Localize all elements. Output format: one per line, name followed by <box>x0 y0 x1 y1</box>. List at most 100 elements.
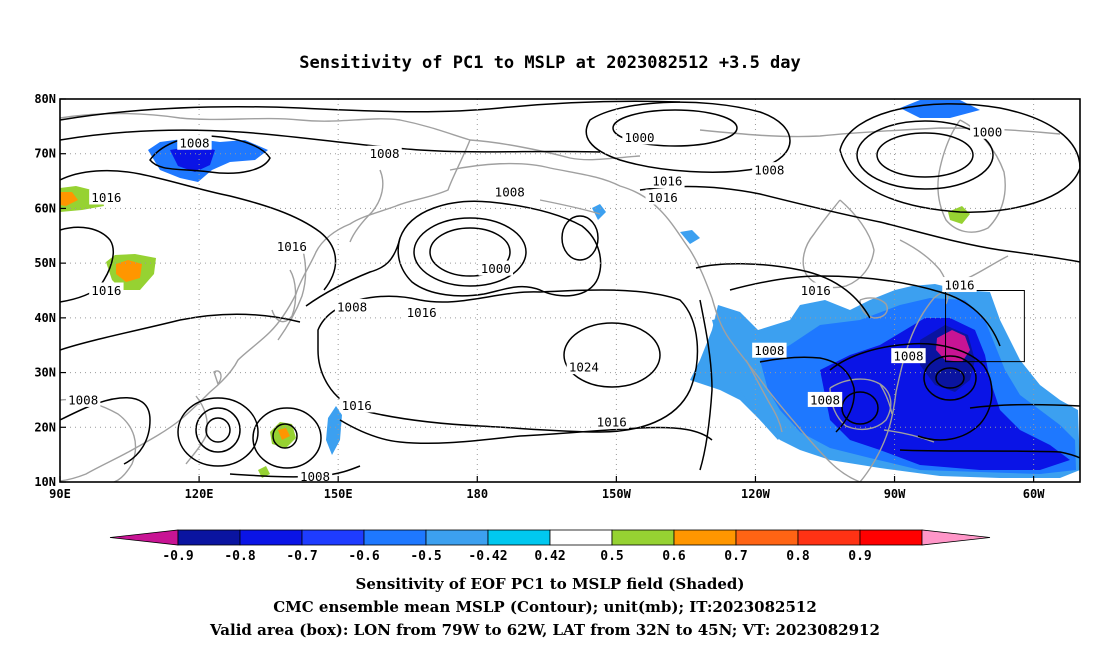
contour-label-bg <box>891 348 926 364</box>
contour-label: 1016 <box>648 190 678 205</box>
contour-label: 1016 <box>407 305 437 320</box>
colorbar-label: -0.9 <box>162 549 193 564</box>
mslp-contours <box>60 100 1080 478</box>
contour-label-bg <box>404 304 439 320</box>
coastline-arctic-asia <box>60 112 641 161</box>
longitude-tick-labels: 90E 120E 150E 180 150W 120W 90W 60W <box>49 476 1045 501</box>
colorbar-label: 0.8 <box>786 549 810 564</box>
negative-sensitivity-region-western-pacific <box>326 406 342 455</box>
lon-tick-label: 120E <box>185 487 214 501</box>
lat-tick-label: 60N <box>34 201 56 215</box>
contour-typhoon-inner <box>205 417 231 443</box>
contour-1004-greenland-low <box>856 120 994 190</box>
contour-east-coast-low-middle <box>923 355 977 401</box>
contour-label-bg <box>942 277 977 293</box>
lon-tick-label: 150E <box>324 487 353 501</box>
coastline-north-america-west <box>711 297 861 482</box>
coastline-cuba <box>883 429 935 443</box>
contour-1016-pacific-high <box>317 289 699 433</box>
contour-atlantic-lower <box>899 449 1080 459</box>
colorbar-label: 0.5 <box>600 549 623 564</box>
negative-sensitivity-core-siberia <box>170 146 215 172</box>
contour-label-bg <box>297 468 333 484</box>
coastline-florida <box>879 383 893 415</box>
contour-label-bg <box>367 145 402 161</box>
coastline-great-lakes <box>859 297 888 319</box>
colorbar-swatch <box>301 529 365 546</box>
contour-label: 1016 <box>91 190 121 205</box>
coastline-greenland <box>937 119 1006 233</box>
lat-tick-label: 80N <box>34 92 56 106</box>
contour-label-bg <box>89 282 124 298</box>
negative-sensitivity-region-arctic <box>900 100 980 118</box>
contour-1016-north-asia <box>60 169 337 291</box>
colorbar-swatch <box>177 529 241 546</box>
contour-label-bg <box>274 238 310 254</box>
contour-gulf-low <box>841 391 879 425</box>
lat-tick-label: 40N <box>34 311 56 325</box>
contour-label-bg <box>334 298 370 314</box>
lat-tick-label: 70N <box>34 147 56 161</box>
contour-label-bg <box>594 413 629 429</box>
contour-label-bg <box>65 391 101 407</box>
colorbar-label: 0.42 <box>534 549 565 564</box>
contour-1008-east-coast <box>829 342 993 441</box>
contour-1016-continent <box>695 262 871 319</box>
colorbar-swatch <box>673 529 737 546</box>
colorbar-label: -0.5 <box>410 549 441 564</box>
coastline-north-america-east <box>859 255 1009 482</box>
colorbar-swatch <box>735 529 799 546</box>
contour-label-bg <box>798 282 833 298</box>
contour-1008-gulf <box>759 356 856 433</box>
colorbar-swatch <box>239 529 303 546</box>
contour-label: 1016 <box>597 414 627 429</box>
contour-label: 1016 <box>342 398 372 413</box>
colorbar-swatch <box>487 529 551 546</box>
colorbar-label: -0.6 <box>348 549 379 564</box>
contour-label: 1008 <box>300 469 330 484</box>
coastline-korea <box>271 269 297 323</box>
positive-sensitivity-spot-philippines <box>258 466 270 478</box>
colorbar-min-extension <box>109 529 179 546</box>
contour-label-bg <box>89 189 124 205</box>
colorbar: -0.9 -0.8 -0.7 -0.6 -0.5 -0.42 0.42 0.5 0.6 0.7 0.… <box>109 529 991 564</box>
contour-label: 1016 <box>652 174 682 189</box>
coastline-taiwan <box>213 370 222 386</box>
contour-label: 1008 <box>369 146 399 161</box>
contour-label-bg <box>177 134 212 150</box>
colorbar-swatch <box>611 529 675 546</box>
lon-tick-label: 60W <box>1023 487 1045 501</box>
contour-label-bg <box>752 162 787 178</box>
contour-label: 1008 <box>68 392 98 407</box>
contour-label-bg <box>752 342 787 358</box>
contour-west-coast-line <box>699 299 713 471</box>
contour-top-arctic <box>60 100 681 121</box>
contour-closed-low-east <box>561 215 599 261</box>
contour-1008-asia-south <box>60 313 301 351</box>
caption-line-3: Valid area (box): LON from 79W to 62W, L… <box>209 621 880 639</box>
contour-label-bg <box>970 123 1005 139</box>
contour-1000-aleutian-low <box>429 227 511 277</box>
contour-label: 1008 <box>179 135 209 150</box>
negative-sensitivity-spot-bc <box>680 230 700 244</box>
contour-labels: 1008100810001008100010161016101610081016… <box>65 123 1100 484</box>
contour-label: 1008 <box>495 185 525 200</box>
colorbar-label: -0.8 <box>224 549 255 564</box>
contour-label-bg <box>650 173 685 189</box>
contour-1000-greenland-low <box>876 132 974 178</box>
contour-label-bg <box>566 359 602 375</box>
lat-tick-label: 50N <box>34 256 56 270</box>
contour-label: 1000 <box>624 130 654 145</box>
map-panel: 1008100810001008100010161016101610081016… <box>34 92 1100 501</box>
contour-typhoon-outer <box>177 397 259 467</box>
negative-sensitivity-region-strong <box>820 318 1070 470</box>
colorbar-swatch <box>797 529 861 546</box>
coastline-indochina <box>60 398 137 482</box>
contour-label: 1024 <box>569 360 599 375</box>
valid-area-box <box>945 290 1025 363</box>
contour-label-bg <box>478 260 514 276</box>
contour-1008-atlantic <box>969 403 1080 409</box>
coastline-kamchatka <box>349 169 384 243</box>
contour-label: 1016 <box>277 239 307 254</box>
